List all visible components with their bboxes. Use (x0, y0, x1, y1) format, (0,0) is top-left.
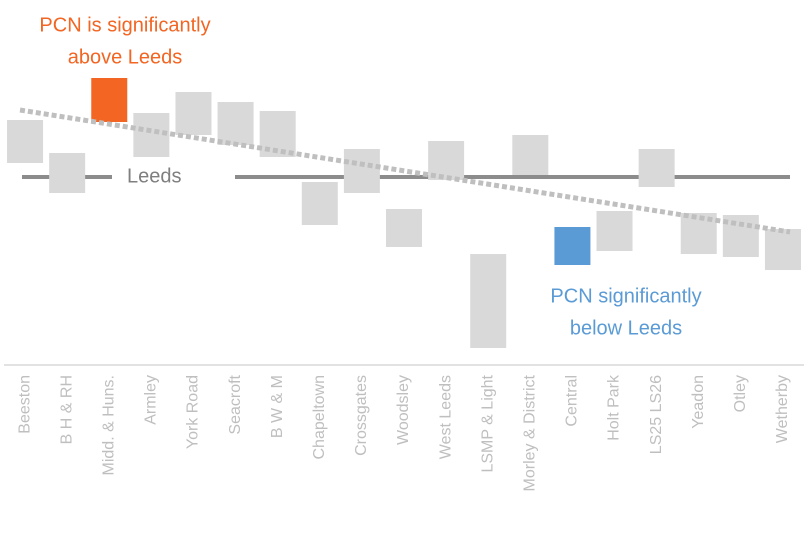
bar (764, 229, 801, 270)
x-tick-label: Midd. & Huns. (100, 375, 117, 475)
bar (638, 149, 675, 187)
annotation: above Leeds (68, 46, 183, 68)
bar (91, 78, 128, 122)
x-tick-label: B H & RH (58, 375, 75, 444)
x-tick-label: Otley (732, 375, 749, 412)
bar (470, 254, 507, 348)
annotation: below Leeds (570, 317, 682, 339)
x-tick-label: Morley & District (522, 374, 539, 491)
x-tick-label: LS25 LS26 (648, 375, 665, 454)
bar (301, 182, 338, 225)
x-tick-label: Yeadon (690, 375, 707, 429)
trend-line (19, 107, 791, 235)
reference-label: Leeds (127, 165, 182, 187)
annotation: PCN significantly (550, 285, 701, 307)
bar (596, 211, 633, 251)
x-tick-label: LSMP & Light (479, 374, 496, 472)
x-tick-label: Central (564, 375, 581, 427)
x-tick-label: Wetherby (774, 375, 791, 443)
x-tick-label: Crossgates (353, 375, 370, 456)
x-tick-label: Holt Park (606, 374, 623, 441)
bar (512, 135, 549, 175)
x-tick-label: Seacroft (227, 374, 244, 434)
x-tick-label: West Leeds (437, 375, 454, 459)
x-tick-label: Woodsley (395, 375, 412, 445)
x-tick-label: B W & M (269, 375, 286, 438)
bar (49, 153, 86, 193)
bar (217, 102, 254, 145)
bar (386, 209, 422, 247)
annotation: PCN is significantly (39, 14, 210, 36)
x-tick-label: Chapeltown (311, 375, 328, 460)
bar (7, 120, 44, 163)
x-tick-label: Beeston (16, 375, 33, 434)
x-tick-label: Armley (143, 375, 160, 425)
bar (554, 227, 591, 265)
bar (343, 149, 380, 193)
x-tick-label: York Road (185, 375, 202, 449)
bar (175, 92, 212, 135)
